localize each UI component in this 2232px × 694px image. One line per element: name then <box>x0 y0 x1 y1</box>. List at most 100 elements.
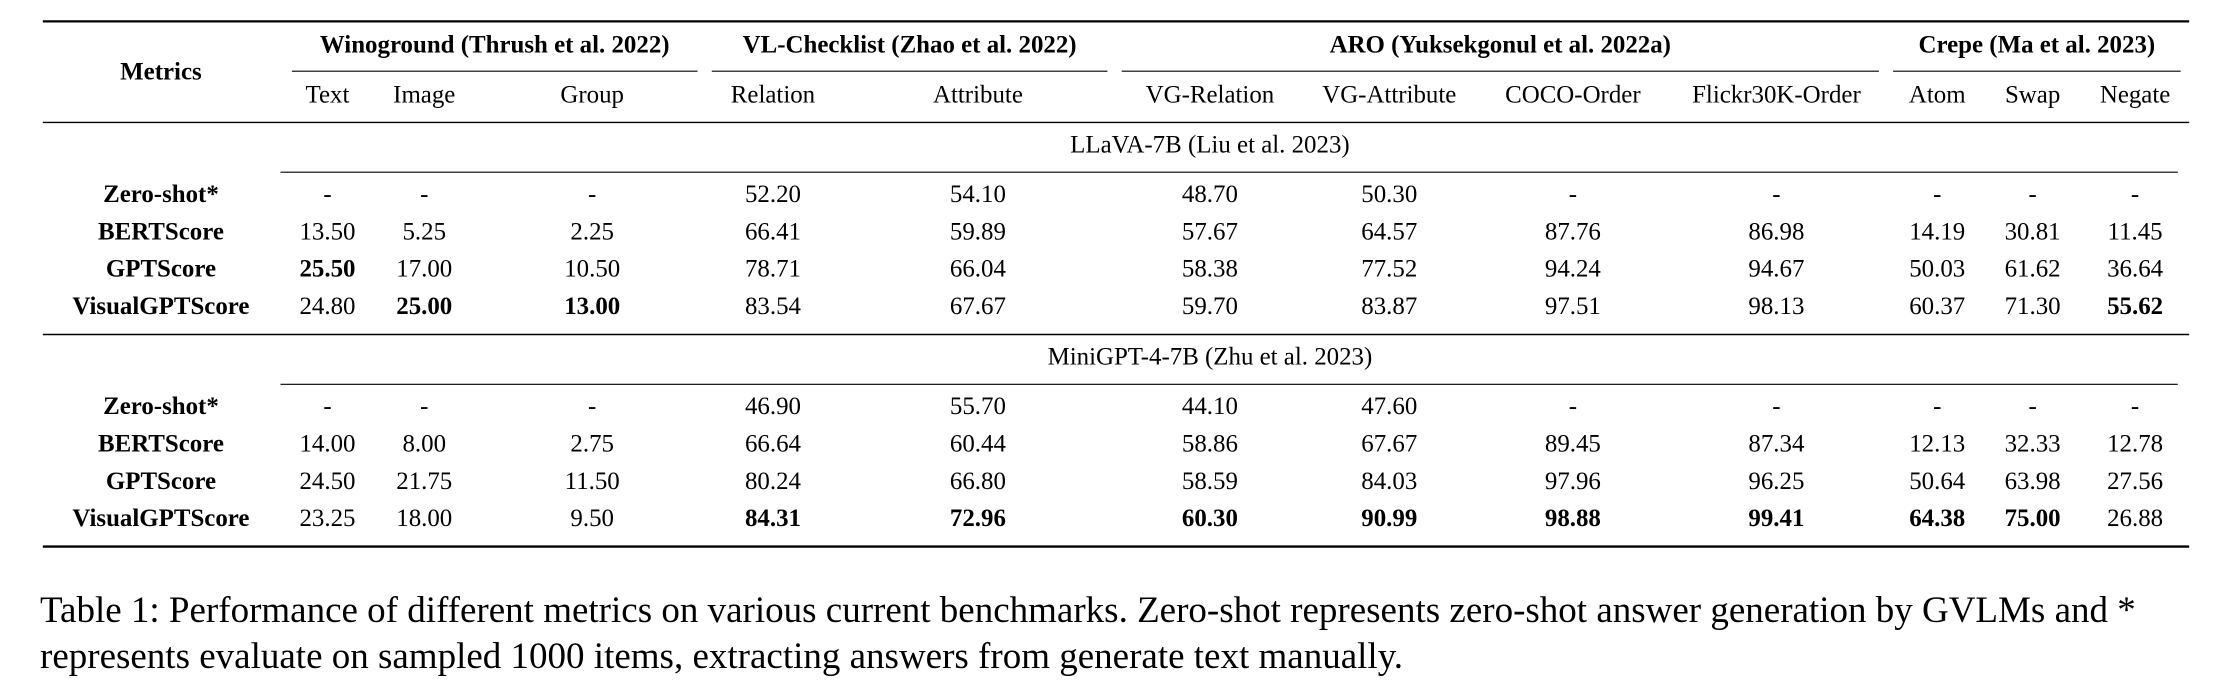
cell: 23.25 <box>299 505 355 532</box>
column-header: Atom <box>1909 82 1966 109</box>
cell: 67.67 <box>950 293 1006 320</box>
cell: - <box>2131 181 2139 208</box>
column-header: COCO-Order <box>1505 82 1641 109</box>
cell: 94.67 <box>1748 256 1804 283</box>
section-title: LLaVA-7B (Liu et al. 2023) <box>1070 131 1350 158</box>
cell: 24.80 <box>299 293 355 320</box>
cell: - <box>588 393 596 420</box>
cell: 59.89 <box>950 218 1006 245</box>
cell: 30.81 <box>2005 218 2061 245</box>
cell: 18.00 <box>396 505 452 532</box>
cell: 48.70 <box>1182 181 1238 208</box>
cell: - <box>1933 393 1941 420</box>
row-label: GPTScore <box>106 256 216 283</box>
cell: 12.78 <box>2107 431 2163 458</box>
cell: 97.51 <box>1545 293 1601 320</box>
cell: 27.56 <box>2107 468 2163 495</box>
cell: 8.00 <box>402 431 446 458</box>
cell: 97.96 <box>1545 468 1601 495</box>
cell: - <box>1569 393 1577 420</box>
cell: 71.30 <box>2005 293 2061 320</box>
cell: 24.50 <box>299 468 355 495</box>
column-header: Relation <box>731 82 816 109</box>
cell: 2.25 <box>570 218 614 245</box>
cell: - <box>1772 393 1780 420</box>
cell: 63.98 <box>2005 468 2061 495</box>
cell: - <box>2028 181 2036 208</box>
cell: 67.67 <box>1361 431 1417 458</box>
column-header: Image <box>393 82 455 109</box>
cell: 94.24 <box>1545 256 1602 283</box>
cell: 87.34 <box>1748 431 1805 458</box>
cell: 14.00 <box>299 431 355 458</box>
cell: 58.86 <box>1182 431 1238 458</box>
cell: 60.44 <box>950 431 1007 458</box>
cell: 52.20 <box>745 181 801 208</box>
cell: 5.25 <box>402 218 446 245</box>
cell: 21.75 <box>396 468 452 495</box>
cell: 89.45 <box>1545 431 1601 458</box>
cell: 14.19 <box>1909 218 1965 245</box>
group-header: ARO (Yuksekgonul et al. 2022a) <box>1330 32 1671 59</box>
cell: 66.41 <box>745 218 801 245</box>
cell: 83.87 <box>1361 293 1417 320</box>
row-label: Zero-shot* <box>103 181 219 208</box>
column-header: Text <box>306 82 350 109</box>
cell: - <box>1772 181 1780 208</box>
cell: 90.99 <box>1361 505 1417 532</box>
cell: 44.10 <box>1182 393 1238 420</box>
cell: 98.88 <box>1545 505 1601 532</box>
cell: 84.31 <box>745 505 801 532</box>
column-header: Attribute <box>933 82 1023 109</box>
cell: 86.98 <box>1748 218 1804 245</box>
cell: 9.50 <box>570 505 614 532</box>
cell: 58.38 <box>1182 256 1238 283</box>
row-label: BERTScore <box>98 218 224 245</box>
column-header: Flickr30K-Order <box>1692 82 1861 109</box>
group-header: Crepe (Ma et al. 2023) <box>1919 32 2156 59</box>
cell: 66.64 <box>745 431 802 458</box>
cell: 46.90 <box>745 393 801 420</box>
row-label: VisualGPTScore <box>72 293 249 320</box>
cell: 61.62 <box>2005 256 2061 283</box>
cell: 13.00 <box>564 293 620 320</box>
column-header: VG-Relation <box>1146 82 1275 109</box>
cell: 60.37 <box>1909 293 1965 320</box>
cell: 32.33 <box>2005 431 2061 458</box>
cell: - <box>1933 181 1941 208</box>
cell: 55.62 <box>2107 293 2163 320</box>
cell: 66.80 <box>950 468 1006 495</box>
cell: - <box>588 181 596 208</box>
cell: 72.96 <box>950 505 1006 532</box>
cell: 59.70 <box>1182 293 1238 320</box>
table-caption: Table 1: Performance of different metric… <box>40 590 2136 677</box>
cell: 13.50 <box>299 218 355 245</box>
row-label: VisualGPTScore <box>72 505 249 532</box>
cell: 98.13 <box>1748 293 1804 320</box>
cell: 17.00 <box>396 256 452 283</box>
cell: 80.24 <box>745 468 802 495</box>
column-header: VG-Attribute <box>1322 82 1456 109</box>
cell: 64.57 <box>1361 218 1417 245</box>
cell: 96.25 <box>1748 468 1804 495</box>
cell: - <box>420 393 428 420</box>
cell: 2.75 <box>570 431 614 458</box>
cell: 58.59 <box>1182 468 1238 495</box>
cell: 78.71 <box>745 256 801 283</box>
results-table: Metrics Winoground (Thrush et al. 2022) T… <box>42 20 2190 548</box>
cell: - <box>323 393 331 420</box>
cell: 83.54 <box>745 293 802 320</box>
cell: 10.50 <box>564 256 620 283</box>
column-header: Negate <box>2100 82 2170 109</box>
cell: - <box>323 181 331 208</box>
corner-header: Metrics <box>120 59 202 86</box>
group-header: VL-Checklist (Zhao et al. 2022) <box>743 32 1077 59</box>
row-label: Zero-shot* <box>103 393 219 420</box>
cell: 11.45 <box>2108 218 2163 245</box>
cell: 87.76 <box>1545 218 1601 245</box>
cell: 99.41 <box>1748 505 1804 532</box>
cell: 77.52 <box>1361 256 1417 283</box>
cell: 11.50 <box>565 468 620 495</box>
cell: 12.13 <box>1909 431 1965 458</box>
